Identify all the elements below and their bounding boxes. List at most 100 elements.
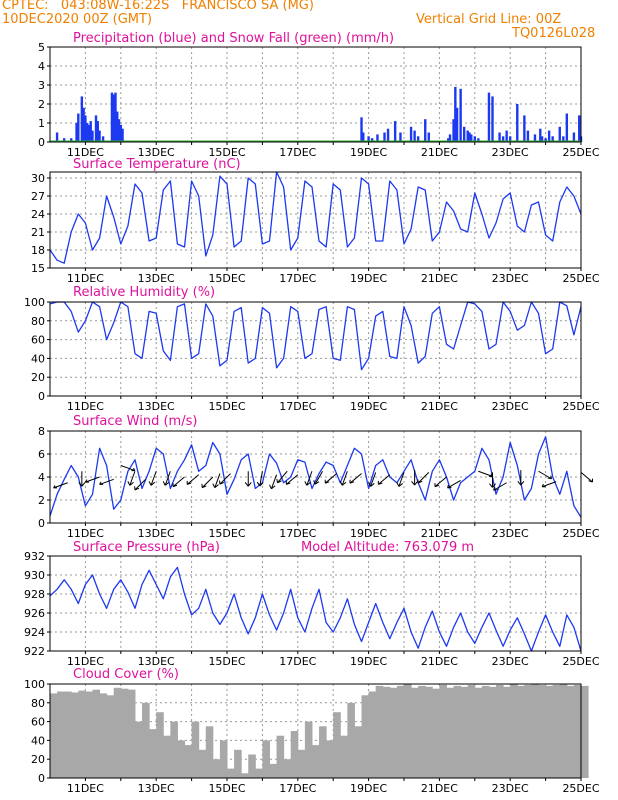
cloud-bar <box>255 769 263 778</box>
cloud-bar <box>567 686 575 778</box>
cloud-bar <box>78 691 86 778</box>
wind-arrow-head <box>350 482 354 483</box>
cloud-bar <box>163 736 171 778</box>
y-tick-label: 20 <box>31 753 45 766</box>
x-tick-label: 23DEC <box>492 272 529 285</box>
cloud-bar <box>383 687 391 778</box>
x-tick-label: 25DEC <box>562 400 599 413</box>
x-tick-label: 25DEC <box>562 146 599 159</box>
x-tick-label: 15DEC <box>208 782 245 795</box>
series-line <box>50 567 581 651</box>
wind-arrow-shaft <box>478 471 492 476</box>
x-tick-label: 15DEC <box>208 400 245 413</box>
cloud-bar <box>185 745 193 778</box>
y-tick-label: 40 <box>31 734 45 747</box>
y-tick-label: 0 <box>38 390 45 403</box>
y-tick-label: 30 <box>31 172 45 185</box>
wind-arrow-head <box>128 481 130 485</box>
panel-title: Cloud Cover (%) <box>73 667 179 682</box>
precip-bar <box>548 131 550 142</box>
panel-2: 15 18 21 24 27 30 11DEC 13DEC 15DEC 17DEC 19DEC 21D… <box>31 157 600 285</box>
wind-arrow <box>100 479 114 484</box>
y-tick-label: 932 <box>24 550 45 563</box>
y-tick-label: 928 <box>24 588 45 601</box>
precip-bar <box>559 127 561 142</box>
x-tick-label: 21DEC <box>421 400 458 413</box>
wind-arrow-head <box>448 487 452 488</box>
cloud-bar <box>241 773 249 778</box>
x-tick-label: 19DEC <box>350 400 387 413</box>
wind-arrow-head <box>187 483 191 484</box>
cloud-bar <box>170 722 178 778</box>
model-altitude: Model Altitude: 763.079 m <box>301 540 474 555</box>
wind-arrow-shaft <box>325 474 336 484</box>
precip-bar <box>121 129 123 142</box>
y-tick-label: 100 <box>24 678 45 691</box>
wind-arrow <box>478 471 492 476</box>
cloud-bar <box>496 685 504 778</box>
wind-arrow-head <box>397 482 399 486</box>
x-tick-label: 23DEC <box>492 527 529 540</box>
cloud-bar <box>206 726 214 778</box>
cloud-bar <box>461 687 469 778</box>
panel-4: 0 2 4 6 8 11DEC 13DEC 15DEC 17DEC 19DEC 21DEC 23DEC… <box>38 414 600 540</box>
wind-arrow-head <box>173 485 177 486</box>
cloud-bar <box>177 740 185 778</box>
y-tick-label: 15 <box>31 262 45 275</box>
cloud-bar <box>560 684 568 778</box>
y-tick-label: 40 <box>31 352 45 365</box>
wind-arrow-head <box>286 483 290 484</box>
cloud-bar <box>404 684 412 778</box>
cloud-bar <box>369 692 377 778</box>
x-tick-label: 21DEC <box>421 527 458 540</box>
cloud-bar <box>192 722 200 778</box>
wind-arrow-shaft <box>418 472 429 483</box>
cloud-bar <box>326 740 334 778</box>
cloud-bar <box>50 693 58 778</box>
wind-arrow <box>418 472 429 483</box>
cloud-bar <box>234 750 242 778</box>
wind-arrow-shaft <box>121 466 135 471</box>
cloud-bar <box>121 689 129 778</box>
panel-3: 02040608010011DEC 13DEC 15DEC 17DEC 19DEC 21D… <box>24 285 600 413</box>
x-tick-label: 13DEC <box>138 782 175 795</box>
wind-arrow-shaft <box>435 477 446 487</box>
panel-title: Precipitation (blue) and Snow Fall (gree… <box>73 31 394 46</box>
wind-arrow-head <box>269 485 271 489</box>
cloud-bar <box>57 692 65 778</box>
wind-arrow-head <box>149 481 151 485</box>
cloud-bar <box>446 688 454 778</box>
wind-arrow <box>325 474 336 484</box>
cloud-bar <box>64 692 72 778</box>
y-tick-label: 21 <box>31 226 45 239</box>
panel-1: 01234511DEC 13DEC 15DEC 17DEC 19DEC 21DEC 23DE… <box>38 31 600 159</box>
x-tick-label: 15DEC <box>208 272 245 285</box>
cloud-bar <box>92 690 100 778</box>
precip-bar <box>463 127 465 142</box>
x-tick-label: 11DEC <box>67 527 104 540</box>
cloud-bar <box>114 688 122 778</box>
cloud-bar <box>475 688 483 778</box>
x-tick-label: 17DEC <box>279 400 316 413</box>
y-tick-label: 8 <box>38 425 45 438</box>
wind-arrow-head <box>213 484 215 488</box>
x-tick-label: 17DEC <box>279 782 316 795</box>
cloud-bar <box>319 726 327 778</box>
y-tick-label: 27 <box>31 190 45 203</box>
panel-title: Relative Humidity (%) <box>73 285 215 300</box>
y-tick-label: 0 <box>38 517 45 530</box>
cloud-bar <box>531 684 539 778</box>
cloud-bar <box>291 731 299 778</box>
wind-arrow <box>378 475 389 485</box>
y-tick-label: 3 <box>38 79 45 92</box>
cloud-bar <box>298 750 306 778</box>
cloud-bar <box>220 740 228 778</box>
wind-arrow <box>245 471 251 486</box>
cloud-bar <box>503 687 511 778</box>
x-tick-label: 13DEC <box>138 272 175 285</box>
precip-bar <box>413 131 415 142</box>
cloud-bar <box>411 688 419 778</box>
wind-arrow-head <box>378 483 382 484</box>
cloud-bar <box>227 769 235 778</box>
cloud-bar <box>574 685 582 778</box>
